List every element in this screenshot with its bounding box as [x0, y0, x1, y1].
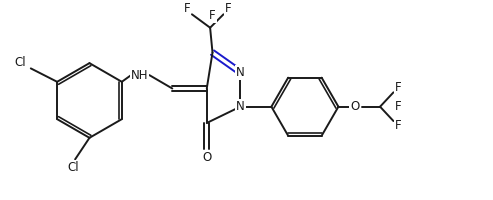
Text: F: F — [184, 2, 190, 15]
Text: F: F — [395, 100, 402, 113]
Text: F: F — [225, 2, 232, 15]
Text: NH: NH — [131, 69, 148, 82]
Text: F: F — [395, 81, 402, 94]
Text: N: N — [236, 100, 245, 113]
Text: N: N — [236, 66, 245, 79]
Text: O: O — [202, 151, 211, 164]
Text: F: F — [209, 9, 216, 22]
Text: O: O — [350, 100, 359, 113]
Text: Cl: Cl — [67, 161, 78, 174]
Text: F: F — [395, 119, 402, 132]
Text: Cl: Cl — [14, 56, 26, 69]
